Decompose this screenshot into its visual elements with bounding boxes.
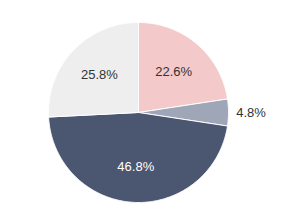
svg-text:25.8%: 25.8% [81, 67, 118, 82]
svg-text:46.8%: 46.8% [117, 159, 154, 174]
svg-text:4.8%: 4.8% [236, 105, 266, 120]
svg-text:22.6%: 22.6% [155, 64, 192, 79]
